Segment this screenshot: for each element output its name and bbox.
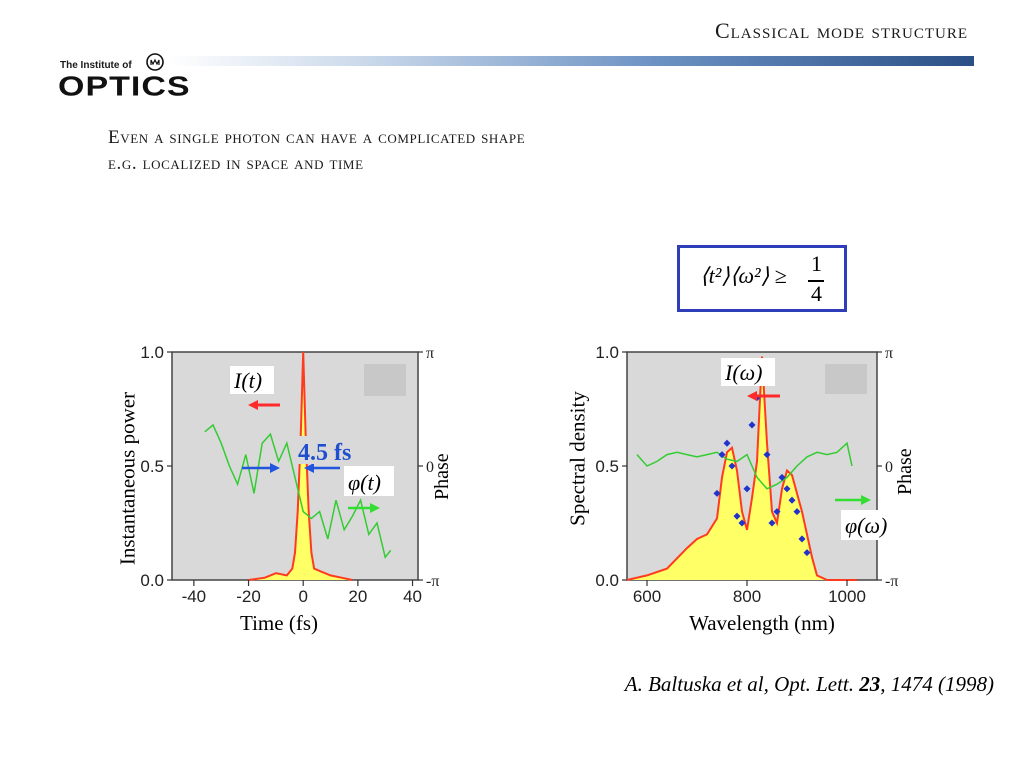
subtitle-line-2: e.g. localized in space and time xyxy=(108,153,364,174)
right-phase-tick-label: π xyxy=(885,345,893,362)
logo-text-optics: OPTICS xyxy=(58,71,191,103)
right-measured-point xyxy=(748,421,756,429)
right-measured-point xyxy=(768,519,776,527)
right-measured-point xyxy=(713,489,721,497)
formula-numerator: 1 xyxy=(811,251,822,276)
right-ytick-label: 1.0 xyxy=(595,343,619,362)
left-chart: -40 -20 0 20 40 0.0 0.5 1.0 -π 0 π I(t) 4.5 fs φ… xyxy=(140,343,453,606)
right-red-arrow-icon xyxy=(747,391,757,401)
left-green-arrow-icon xyxy=(370,503,380,513)
left-phase-line xyxy=(204,423,392,559)
left-ytick-label: 0.5 xyxy=(140,457,164,476)
left-phase-tick-label: 0 xyxy=(426,459,434,476)
logo-text-small: The Institute of xyxy=(60,60,132,71)
right-measured-point xyxy=(718,451,726,459)
left-xtick-label: -20 xyxy=(236,587,261,606)
right-measured-point xyxy=(778,473,786,481)
right-measured-point xyxy=(783,485,791,493)
right-ytick-label: 0.5 xyxy=(595,457,619,476)
header-bar xyxy=(168,56,974,66)
right-intensity-fill xyxy=(627,356,857,580)
left-width-arrow-left-icon xyxy=(304,463,314,473)
right-intensity-label: I(ω) xyxy=(724,360,763,385)
left-phase-label: φ(t) xyxy=(348,470,381,495)
right-xtick-label: 800 xyxy=(733,587,761,606)
citation-authors: A. Baltuska et al, Opt. Lett. xyxy=(624,672,860,696)
right-measured-point xyxy=(798,535,806,543)
citation: A. Baltuska et al, Opt. Lett. 23, 1474 (… xyxy=(625,672,994,697)
citation-rest: , 1474 (1998) xyxy=(880,672,994,696)
left-xtick-label: 20 xyxy=(348,587,367,606)
right-ytick-label: 0.0 xyxy=(595,571,619,590)
left-plot-inset xyxy=(364,364,406,396)
right-measured-point xyxy=(743,485,751,493)
left-intensity-line xyxy=(248,351,353,581)
right-measured-point xyxy=(738,519,746,527)
right-measured-point xyxy=(763,451,771,459)
left-red-arrow-icon xyxy=(248,400,258,410)
right-xtick-label: 600 xyxy=(633,587,661,606)
right-chart-ylabel-right: Phase xyxy=(894,448,916,495)
right-measured-point xyxy=(788,496,796,504)
right-chart-xlabel: Wavelength (nm) xyxy=(689,611,835,635)
left-phase-tick-label: π xyxy=(426,345,434,362)
formula-denominator: 4 xyxy=(811,281,822,306)
formula-fraction-bar xyxy=(808,280,824,282)
right-measured-point xyxy=(803,549,811,557)
right-phase-tick-label: 0 xyxy=(885,459,893,476)
right-phase-label: φ(ω) xyxy=(845,513,887,538)
left-chart-ylabel-right: Phase xyxy=(431,453,453,500)
right-xtick-label: 1000 xyxy=(828,587,866,606)
right-measured-point xyxy=(723,439,731,447)
left-intensity-label: I(t) xyxy=(233,368,262,393)
left-width-label: 4.5 fs xyxy=(298,440,351,466)
left-ytick-label: 0.0 xyxy=(140,571,164,590)
right-plot-inset xyxy=(825,364,867,394)
right-intensity-line xyxy=(626,356,857,581)
right-measured-point xyxy=(728,462,736,470)
left-phase-tick-label: -π xyxy=(426,573,439,590)
right-phase-tick-label: -π xyxy=(885,573,898,590)
slide-title: Classical mode structure xyxy=(714,18,968,43)
formula-lhs: ⟨t²⟩⟨ω²⟩ ≥ xyxy=(700,263,787,288)
citation-volume: 23 xyxy=(859,672,881,696)
right-phase-line xyxy=(636,441,853,490)
left-ytick-label: 1.0 xyxy=(140,343,164,362)
left-chart-xlabel: Time (fs) xyxy=(240,611,318,635)
uncertainty-formula-box: ⟨t²⟩⟨ω²⟩ ≥ 1 4 xyxy=(677,245,847,312)
left-xtick-label: 0 xyxy=(298,587,307,606)
right-chart: 600 800 1000 0.0 0.5 1.0 -π 0 π I(ω) φ(ω) Phas… xyxy=(595,343,916,606)
logo-lens-icon xyxy=(146,53,164,71)
left-xtick-label: 40 xyxy=(403,587,422,606)
left-xtick-label: -40 xyxy=(182,587,207,606)
subtitle-line-1: Even a single photon can have a complica… xyxy=(108,127,526,148)
right-green-arrow-icon xyxy=(861,495,871,505)
left-width-arrow-right-icon xyxy=(270,463,280,473)
